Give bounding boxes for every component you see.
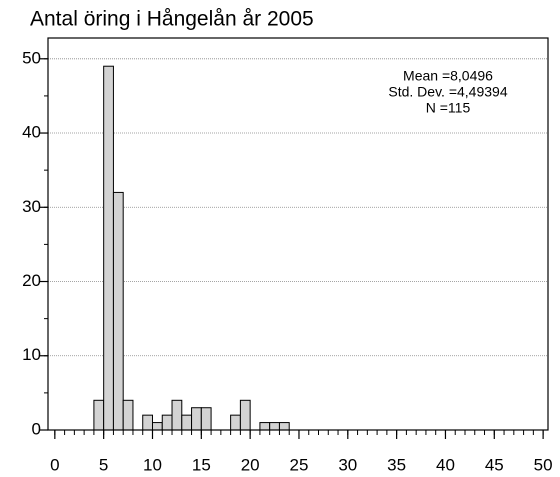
bar: [103, 65, 114, 431]
bar: [161, 414, 173, 431]
x-tick-label: 50: [534, 455, 553, 474]
plot-frame: [47, 37, 549, 431]
stats-annotation: N =115: [426, 100, 471, 116]
bar: [200, 407, 212, 431]
stats-annotation: Mean =8,0496: [403, 68, 493, 84]
y-tick-label: 50: [22, 48, 41, 67]
x-tick-label: 5: [99, 455, 108, 474]
bar: [171, 399, 183, 431]
x-tick-label: 0: [50, 455, 59, 474]
x-tick-label: 30: [338, 455, 357, 474]
bar: [259, 422, 271, 431]
x-tick-label: 15: [192, 455, 211, 474]
x-tick-label: 40: [436, 455, 455, 474]
bar: [269, 422, 280, 431]
y-tick-label: 0: [32, 419, 41, 438]
y-tick-label: 30: [22, 197, 41, 216]
bar: [142, 414, 153, 431]
y-tick-label: 20: [22, 271, 41, 290]
x-tick-label: 20: [241, 455, 260, 474]
bar: [181, 414, 193, 431]
y-tick-label: 10: [22, 345, 41, 364]
bar: [112, 191, 124, 431]
bar: [122, 399, 134, 431]
bar: [191, 407, 202, 431]
chart-title: Antal öring i Hångelån år 2005: [30, 8, 314, 31]
stats-annotation: Std. Dev. =4,49394: [388, 84, 507, 100]
bar: [278, 422, 290, 431]
bar: [239, 399, 251, 431]
bar: [230, 414, 241, 431]
x-tick-label: 25: [290, 455, 309, 474]
y-tick-label: 40: [22, 123, 41, 142]
bar: [151, 422, 163, 431]
x-tick-label: 45: [485, 455, 504, 474]
bar: [93, 399, 105, 431]
x-tick-label: 10: [143, 455, 162, 474]
x-tick-label: 35: [387, 455, 406, 474]
